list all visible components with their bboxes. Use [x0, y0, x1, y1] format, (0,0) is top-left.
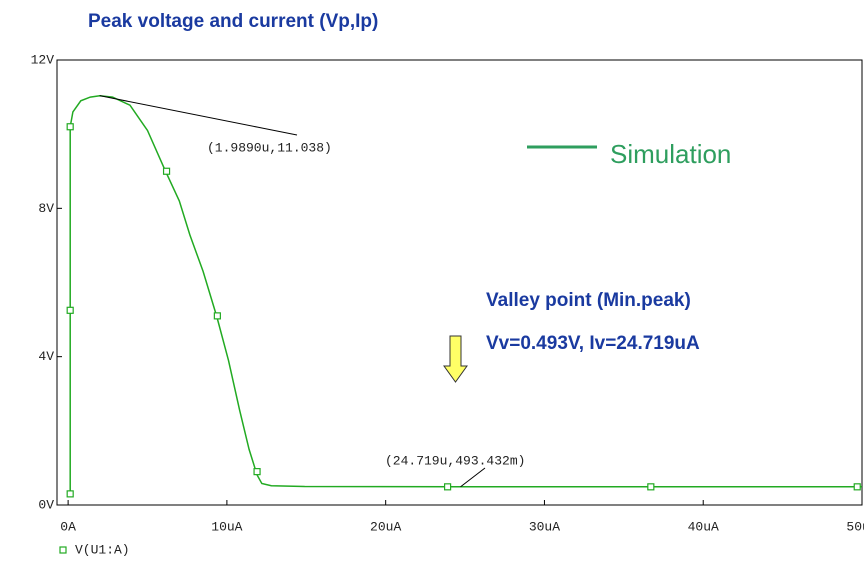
arrow	[443, 335, 468, 383]
note: Vv=0.493V, Iv=24.719uA	[486, 333, 700, 354]
x-tick-label: 30uA	[529, 519, 560, 534]
x-tick-label: 50uA	[846, 519, 864, 534]
x-tick-label: 20uA	[370, 519, 401, 534]
y-tick-label: 0V	[38, 497, 54, 512]
legend-marker	[59, 546, 67, 554]
x-tick-label: 0A	[60, 519, 76, 534]
x-tick-label: 10uA	[211, 519, 242, 534]
annotation-line	[460, 467, 486, 488]
marker	[213, 312, 221, 320]
chart-title: Peak voltage and current (Vp,Ip)	[88, 11, 378, 32]
plot-frame	[56, 59, 863, 506]
marker	[443, 483, 452, 491]
series-label: V(U1:A)	[75, 542, 130, 557]
marker	[253, 468, 261, 476]
annotation: (24.719u,493.432m)	[385, 453, 525, 468]
marker	[66, 490, 74, 498]
marker	[66, 306, 74, 314]
marker	[647, 483, 655, 491]
note: Valley point (Min.peak)	[486, 290, 691, 311]
line	[69, 94, 862, 494]
y-tick-label: 12V	[31, 52, 55, 67]
y-tick-label: 4V	[38, 349, 54, 364]
annotation-line	[99, 95, 298, 136]
marker	[853, 483, 861, 491]
y-tick-label: 8V	[38, 201, 54, 216]
marker	[162, 167, 171, 175]
x-tick-label: 40uA	[688, 519, 719, 534]
marker	[66, 123, 74, 131]
annotation: (1.9890u,11.038)	[207, 140, 332, 155]
legend-text: Simulation	[610, 139, 731, 169]
